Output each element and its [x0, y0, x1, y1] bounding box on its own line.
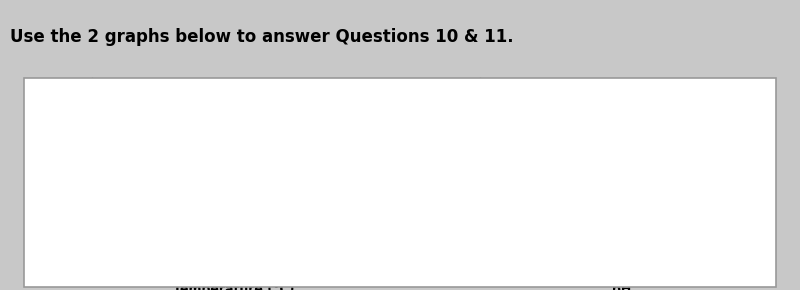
X-axis label: Temperature (°C): Temperature (°C) [174, 283, 294, 290]
Y-axis label: Relative Rate of
Enzyme Action: Relative Rate of Enzyme Action [466, 128, 489, 211]
Text: Use the 2 graphs below to answer Questions 10 & 11.: Use the 2 graphs below to answer Questio… [10, 28, 514, 46]
Y-axis label: Relative Rate of
Enzyme Action: Relative Rate of Enzyme Action [78, 128, 101, 211]
X-axis label: pH: pH [612, 283, 632, 290]
